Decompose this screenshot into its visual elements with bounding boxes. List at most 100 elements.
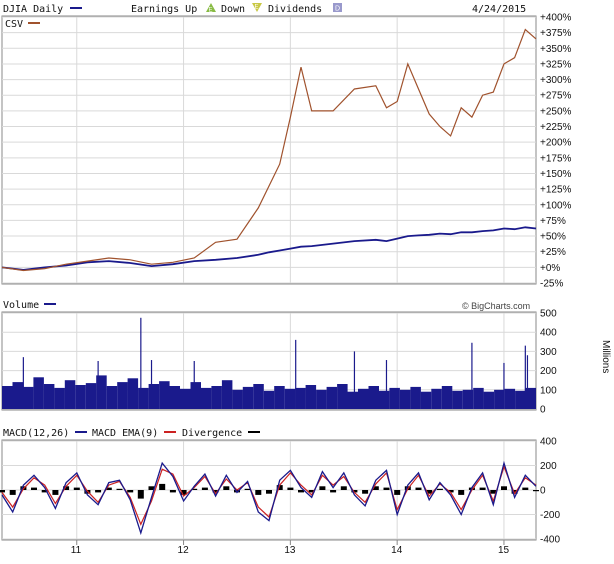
djia-line	[1, 226, 537, 271]
divergence-bar	[31, 487, 37, 490]
y-tick-label: +150%	[540, 169, 572, 180]
volume-bar	[494, 389, 505, 409]
volume-bar	[159, 381, 170, 409]
volume-bar	[180, 388, 191, 409]
price-y-ticks: +400% +375% +350% +325% +300% +275% +250% +225%…	[540, 13, 572, 290]
volume-bar	[263, 390, 275, 409]
y-tick-label: +200%	[540, 138, 572, 149]
volume-bar	[274, 386, 285, 409]
volume-bar	[169, 386, 180, 409]
volume-unit-label: Millions	[600, 340, 611, 373]
volume-bar	[399, 389, 411, 409]
divergence-bar	[52, 490, 59, 495]
volume-bar	[12, 382, 23, 409]
divergence-bar	[180, 490, 187, 495]
volume-bar	[347, 391, 358, 409]
volume-bar	[54, 387, 65, 409]
csv-line	[1, 28, 537, 272]
volume-bar	[117, 382, 128, 409]
divergence-bar	[127, 490, 134, 493]
volume-bar	[431, 388, 442, 409]
divergence-bar	[244, 488, 251, 490]
volume-bar	[305, 385, 317, 409]
divergence-bar	[276, 485, 283, 490]
y-tick-label: +75%	[540, 216, 566, 227]
divergence-bar	[201, 487, 208, 490]
volume-bar	[368, 386, 379, 409]
volume-bars	[2, 317, 536, 409]
divergence-label: Divergence	[182, 428, 242, 439]
macd-lines	[0, 460, 539, 536]
divergence-bar	[298, 490, 304, 493]
divergence-bar	[308, 490, 315, 493]
volume-bar	[525, 387, 536, 409]
y-tick-label: +100%	[540, 200, 572, 211]
divergence-bar	[191, 488, 198, 490]
volume-bar	[2, 386, 13, 409]
volume-bar	[462, 389, 474, 409]
earnings-down-icon	[252, 3, 262, 12]
volume-bar	[295, 387, 306, 409]
x-tick-label: 14	[391, 545, 403, 556]
x-axis-ticks: 11 12 13 14 15	[71, 540, 510, 556]
y-tick-label: +175%	[540, 153, 572, 164]
earnings-down-glyph: E	[255, 5, 259, 11]
volume-bar	[473, 387, 484, 409]
bigcharts-credit: © BigCharts.com	[462, 301, 530, 311]
volume-bar	[410, 386, 421, 409]
volume-bar	[190, 382, 201, 409]
divergence-bar	[479, 487, 486, 490]
y-tick-label: +300%	[540, 75, 572, 86]
divergence-bar	[372, 486, 379, 490]
volume-label: Volume	[3, 300, 39, 311]
y-tick-label: +375%	[540, 28, 572, 39]
volume-bar	[337, 384, 348, 409]
x-tick-label: 15	[498, 545, 510, 556]
volume-bar	[420, 391, 432, 409]
x-tick-label: 12	[178, 545, 190, 556]
divergence-bar	[266, 490, 272, 494]
earnings-up-label: Earnings Up	[131, 4, 197, 15]
divergence-bar	[287, 487, 294, 490]
volume-bar	[389, 387, 400, 409]
volume-bar	[138, 387, 149, 409]
divergence-bar	[9, 490, 16, 495]
volume-bar	[22, 386, 34, 409]
volume-bar	[75, 385, 86, 409]
volume-bar	[211, 386, 222, 409]
y-tick-label: +275%	[540, 91, 572, 102]
divergence-bar	[436, 488, 443, 490]
divergence-bar	[351, 490, 358, 493]
divergence-bar	[159, 483, 166, 490]
x-tick-label: 13	[284, 545, 296, 556]
volume-bar	[316, 389, 327, 409]
volume-bar	[64, 380, 76, 409]
divergence-bar	[340, 486, 347, 490]
divergence-bar	[362, 490, 369, 494]
price-lines	[1, 28, 537, 272]
volume-bar	[85, 383, 97, 409]
divergence-bar	[148, 486, 155, 490]
chart-date: 4/24/2015	[472, 4, 526, 15]
y-tick-label: +225%	[540, 122, 572, 133]
divergence-bar	[169, 490, 176, 493]
volume-bar	[441, 386, 453, 409]
volume-bar	[358, 388, 369, 409]
volume-bar	[106, 386, 118, 409]
macd-line	[1, 460, 537, 536]
macd-ema-line	[1, 464, 537, 526]
divergence-bar	[458, 490, 465, 495]
volume-bar	[504, 388, 516, 409]
volume-bar	[326, 386, 338, 409]
y-tick-label: +25%	[540, 247, 566, 258]
volume-bar	[452, 390, 463, 409]
divergence-bar	[501, 486, 507, 490]
divergence-bar	[383, 487, 390, 490]
volume-bar	[242, 386, 254, 409]
y-tick-label: +0%	[540, 263, 560, 274]
volume-bar	[96, 375, 107, 409]
y-tick-label: -400	[540, 535, 560, 546]
volume-bar	[200, 387, 212, 409]
volume-bar	[127, 378, 139, 409]
